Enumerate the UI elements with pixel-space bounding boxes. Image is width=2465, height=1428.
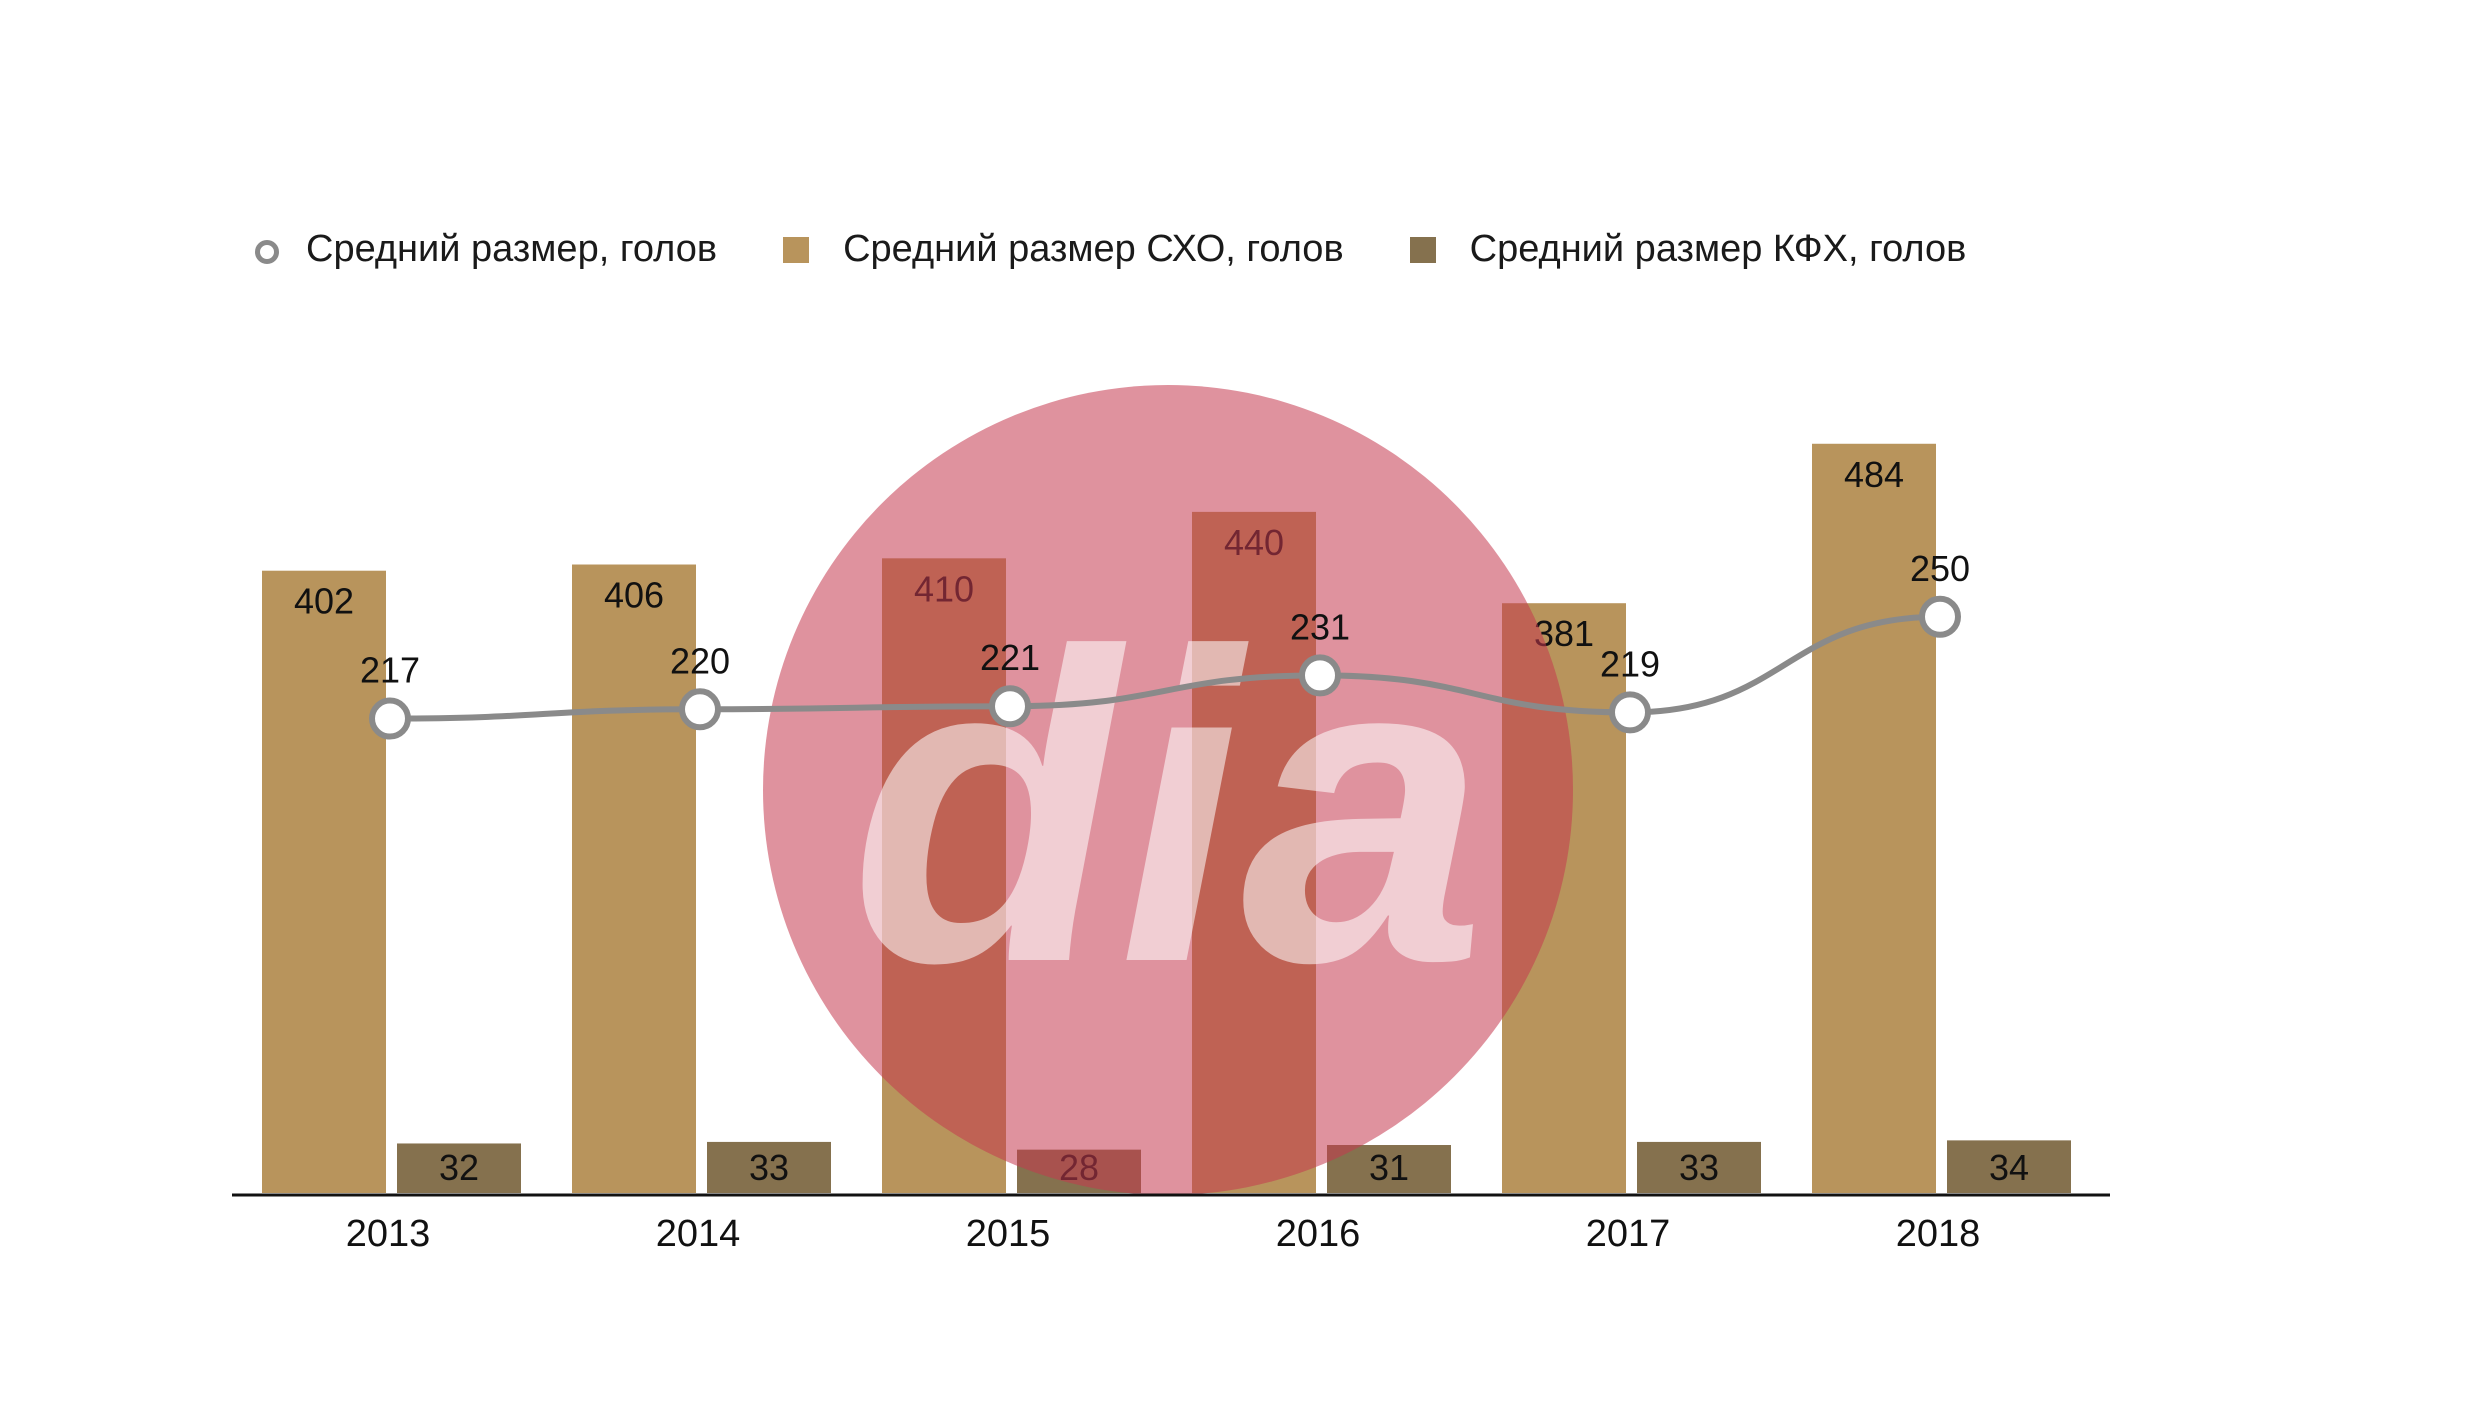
legend-label-average: Средний размер, голов bbox=[306, 228, 718, 270]
x-tick-label-2018: 2018 bbox=[1896, 1213, 1981, 1255]
bar-kfh-2014 bbox=[707, 1141, 831, 1193]
bar-label-kfh-2014: 33 bbox=[749, 1147, 789, 1188]
point-label-average-2014: 220 bbox=[670, 640, 730, 681]
legend-label-sho: Средний размер СХО, голов bbox=[843, 228, 1344, 270]
bar-kfh-2017 bbox=[1637, 1141, 1761, 1193]
legend-item-kfh: Средний размер КФХ, голов bbox=[1409, 228, 1967, 271]
legend-swatch-sho-icon bbox=[783, 236, 810, 263]
legend-swatch-kfh-icon bbox=[1409, 236, 1436, 263]
bar-kfh-2013 bbox=[397, 1143, 521, 1193]
x-tick-label-2016: 2016 bbox=[1276, 1213, 1361, 1255]
legend-label-kfh: Средний размер КФХ, голов bbox=[1469, 228, 1967, 270]
legend-marker-line-icon bbox=[250, 235, 280, 265]
x-tick-label-2013: 2013 bbox=[346, 1213, 431, 1255]
point-average-2018 bbox=[1919, 595, 1961, 638]
bar-kfh-2016 bbox=[1327, 1145, 1451, 1193]
bar-kfh-2018 bbox=[1947, 1140, 2071, 1193]
x-tick-label-2015: 2015 bbox=[966, 1213, 1051, 1255]
bar-sho-2018 bbox=[1812, 443, 1936, 1193]
bar-label-sho-2014: 406 bbox=[604, 575, 664, 616]
point-label-average-2015: 221 bbox=[980, 637, 1040, 678]
bar-sho-2013 bbox=[262, 570, 386, 1193]
bar-sho-2014 bbox=[572, 564, 696, 1193]
point-label-average-2013: 217 bbox=[360, 650, 420, 691]
bar-label-sho-2018: 484 bbox=[1844, 454, 1904, 495]
point-average-2013 bbox=[369, 697, 411, 740]
bar-label-kfh-2018: 34 bbox=[1989, 1147, 2029, 1188]
point-average-2016 bbox=[1299, 654, 1341, 697]
x-tick-label-2014: 2014 bbox=[656, 1213, 741, 1255]
legend: Средний размер, голов Средний размер СХО… bbox=[250, 228, 2032, 271]
bar-label-kfh-2016: 31 bbox=[1369, 1147, 1409, 1188]
line-average bbox=[389, 613, 1941, 722]
x-tick-label-2017: 2017 bbox=[1586, 1213, 1671, 1255]
point-average-2014 bbox=[679, 688, 721, 731]
point-average-2017 bbox=[1609, 691, 1651, 734]
point-label-average-2016: 231 bbox=[1290, 606, 1350, 647]
bar-label-kfh-2013: 32 bbox=[439, 1147, 479, 1188]
point-label-average-2017: 219 bbox=[1600, 643, 1660, 684]
watermark-logo: dia bbox=[850, 563, 1486, 1054]
bar-label-sho-2013: 402 bbox=[294, 581, 354, 622]
point-average-2015 bbox=[989, 685, 1031, 728]
watermark-circle bbox=[763, 385, 1573, 1195]
legend-item-sho: Средний размер СХО, голов bbox=[783, 228, 1344, 271]
bar-label-kfh-2017: 33 bbox=[1679, 1147, 1719, 1188]
legend-item-average: Средний размер, голов bbox=[250, 228, 717, 271]
point-label-average-2018: 250 bbox=[1910, 548, 1970, 589]
